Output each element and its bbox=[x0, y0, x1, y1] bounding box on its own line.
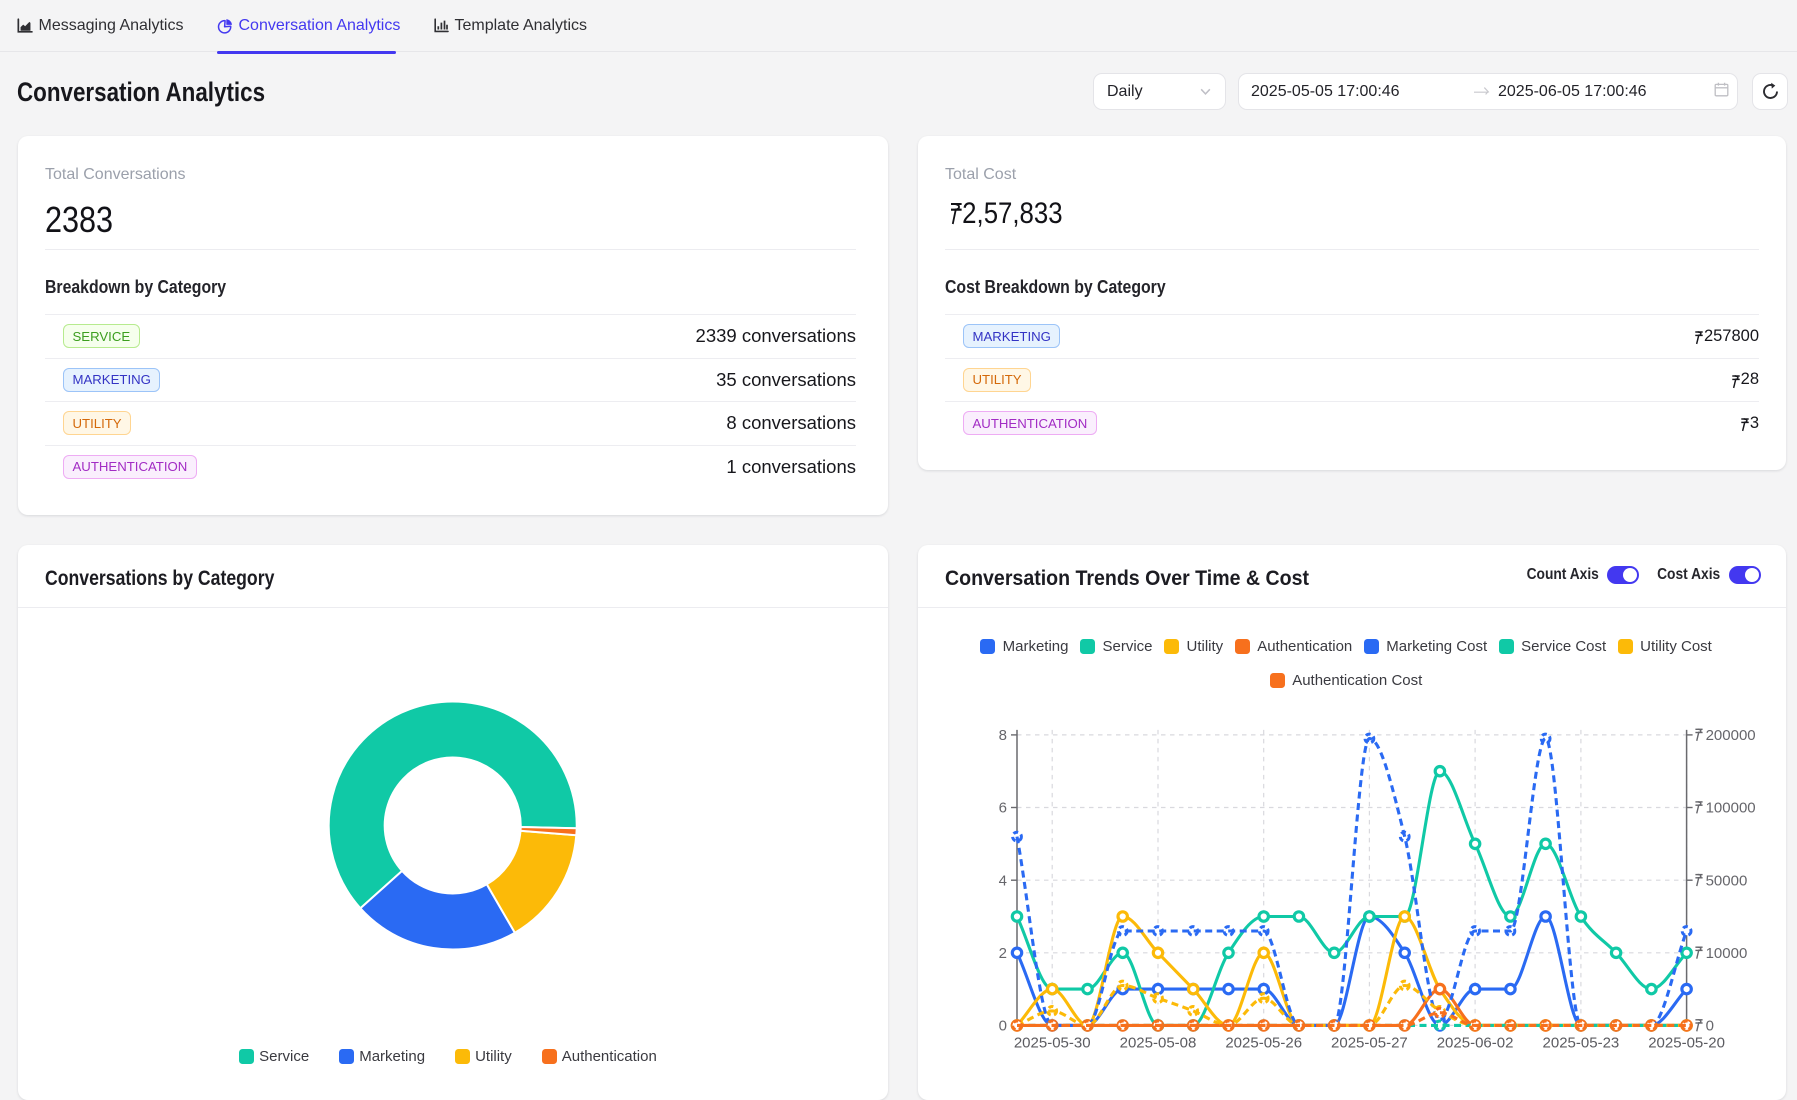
svg-text:100000: 100000 bbox=[1706, 800, 1756, 817]
svg-text:8: 8 bbox=[999, 727, 1007, 744]
svg-text:2025-06-02: 2025-06-02 bbox=[1437, 1035, 1514, 1052]
svg-text:2025-05-23: 2025-05-23 bbox=[1543, 1035, 1620, 1052]
svg-text:200000: 200000 bbox=[1706, 727, 1756, 744]
svg-text:2025-05-26: 2025-05-26 bbox=[1225, 1035, 1302, 1052]
svg-text:4: 4 bbox=[999, 872, 1007, 889]
svg-text:2025-05-27: 2025-05-27 bbox=[1331, 1035, 1408, 1052]
svg-text:6: 6 bbox=[999, 800, 1007, 817]
svg-text:0: 0 bbox=[1706, 1018, 1714, 1035]
svg-text:0: 0 bbox=[999, 1018, 1007, 1035]
svg-text:50000: 50000 bbox=[1706, 872, 1748, 889]
svg-text:2: 2 bbox=[999, 945, 1007, 962]
svg-text:2025-05-08: 2025-05-08 bbox=[1120, 1035, 1197, 1052]
svg-text:2025-05-30: 2025-05-30 bbox=[1014, 1035, 1091, 1052]
svg-text:2025-05-20: 2025-05-20 bbox=[1648, 1035, 1725, 1052]
svg-text:10000: 10000 bbox=[1706, 945, 1748, 962]
